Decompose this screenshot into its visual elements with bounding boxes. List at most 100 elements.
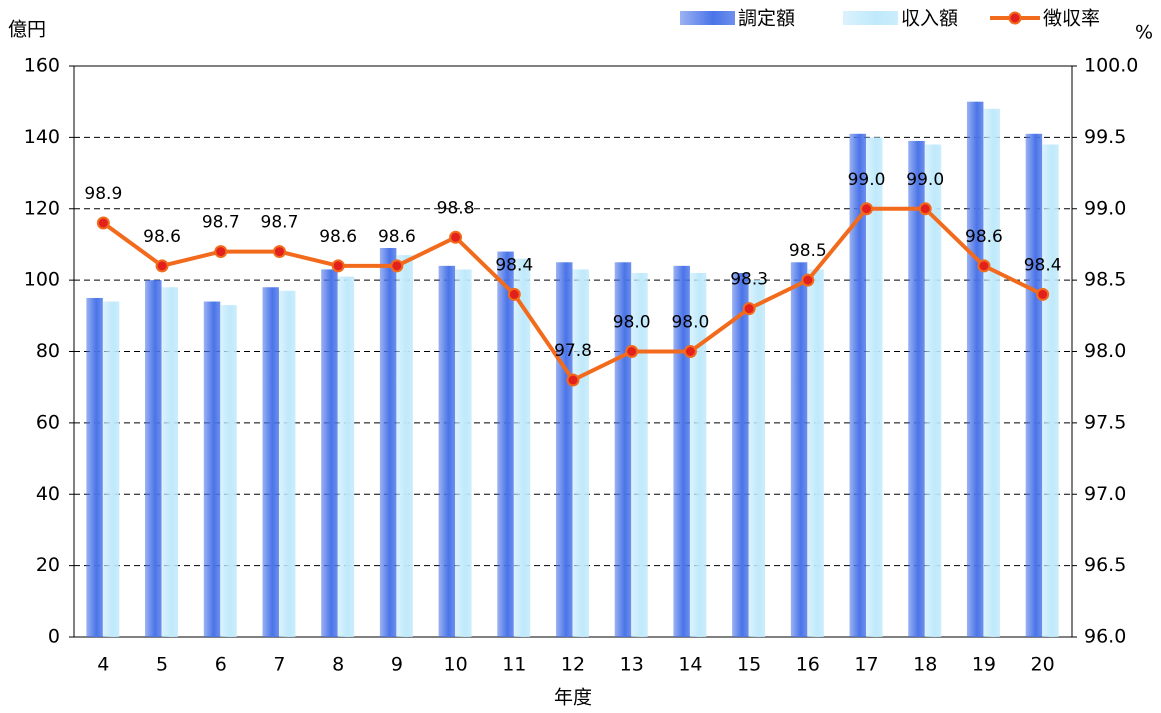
y-tick-label: 100 bbox=[24, 269, 60, 291]
data-label: 98.4 bbox=[1024, 255, 1062, 275]
y-tick-label: 120 bbox=[24, 197, 60, 219]
bar bbox=[321, 269, 338, 637]
bar bbox=[908, 140, 925, 637]
data-label: 98.7 bbox=[202, 213, 240, 233]
legend-label: 収入額 bbox=[901, 8, 958, 30]
y-tick-label: 140 bbox=[24, 126, 60, 148]
bar bbox=[513, 258, 531, 637]
bar bbox=[748, 280, 766, 637]
rate-marker bbox=[977, 259, 991, 273]
x-tick-label: 13 bbox=[620, 654, 644, 676]
rate-marker bbox=[214, 245, 228, 259]
rate-marker bbox=[449, 230, 463, 244]
y-tick-label: 60 bbox=[36, 411, 60, 433]
y2-tick-label: 97.5 bbox=[1084, 411, 1126, 433]
data-label: 98.5 bbox=[789, 241, 827, 261]
data-label: 98.9 bbox=[84, 184, 122, 204]
rate-marker bbox=[566, 373, 580, 387]
bar bbox=[145, 280, 162, 637]
bar bbox=[86, 297, 103, 637]
legend-swatch bbox=[843, 11, 898, 25]
data-label: 98.8 bbox=[437, 198, 475, 218]
rate-marker bbox=[507, 287, 521, 301]
data-label: 98.6 bbox=[319, 227, 357, 247]
data-label: 99.0 bbox=[906, 170, 944, 190]
bar bbox=[396, 255, 413, 638]
y2-tick-label: 99.5 bbox=[1084, 126, 1126, 148]
x-tick-label: 9 bbox=[391, 654, 403, 676]
bar bbox=[924, 144, 942, 637]
rate-marker bbox=[331, 259, 345, 273]
data-label: 98.4 bbox=[495, 255, 533, 275]
y2-tick-label: 98.5 bbox=[1084, 269, 1126, 291]
data-label: 98.7 bbox=[261, 213, 299, 233]
data-label: 99.0 bbox=[848, 170, 886, 190]
x-tick-label: 20 bbox=[1031, 654, 1055, 676]
y2-tick-label: 100.0 bbox=[1084, 55, 1138, 77]
y-tick-label: 80 bbox=[36, 340, 60, 362]
rate-marker bbox=[918, 202, 932, 216]
y-axis-label: 億円 bbox=[8, 19, 46, 41]
y2-tick-label: 96.5 bbox=[1084, 554, 1126, 576]
data-label: 98.0 bbox=[671, 313, 709, 333]
y2-tick-label: 97.0 bbox=[1084, 483, 1126, 505]
bar bbox=[807, 269, 824, 637]
x-tick-label: 16 bbox=[796, 654, 820, 676]
bar bbox=[220, 305, 237, 637]
bar bbox=[673, 265, 690, 637]
bar bbox=[102, 301, 120, 637]
bar bbox=[866, 137, 883, 637]
bar bbox=[689, 272, 707, 637]
bar bbox=[497, 251, 514, 637]
y-tick-label: 20 bbox=[36, 554, 60, 576]
rate-marker bbox=[272, 245, 286, 259]
y2-tick-label: 96.0 bbox=[1084, 626, 1126, 648]
y-tick-label: 160 bbox=[24, 55, 60, 77]
data-label: 98.0 bbox=[613, 313, 651, 333]
x-tick-label: 4 bbox=[97, 654, 109, 676]
bar bbox=[1025, 133, 1043, 637]
bar bbox=[732, 272, 749, 637]
x-tick-label: 8 bbox=[332, 654, 344, 676]
x-tick-label: 17 bbox=[854, 654, 878, 676]
bar bbox=[337, 276, 355, 637]
rate-marker bbox=[683, 345, 697, 358]
bar bbox=[849, 133, 867, 637]
rate-marker bbox=[155, 259, 169, 273]
x-tick-label: 10 bbox=[443, 654, 467, 676]
y2-tick-label: 99.0 bbox=[1084, 197, 1126, 219]
bar bbox=[556, 262, 573, 637]
bar bbox=[262, 287, 279, 637]
x-tick-label: 5 bbox=[156, 654, 168, 676]
data-label: 98.6 bbox=[143, 227, 181, 247]
x-tick-label: 12 bbox=[561, 654, 585, 676]
bar bbox=[379, 248, 397, 637]
legend-label: 徴収率 bbox=[1043, 8, 1100, 30]
rate-marker bbox=[390, 259, 404, 273]
bar bbox=[572, 269, 589, 637]
y-tick-label: 40 bbox=[36, 483, 60, 505]
x-tick-label: 6 bbox=[215, 654, 227, 676]
y2-tick-label: 98.0 bbox=[1084, 340, 1126, 362]
y-tick-label: 0 bbox=[48, 626, 60, 648]
x-tick-label: 19 bbox=[972, 654, 996, 676]
data-label: 97.8 bbox=[554, 341, 592, 361]
legend-swatch bbox=[680, 11, 735, 25]
bar bbox=[455, 269, 472, 637]
bar bbox=[161, 287, 179, 637]
rate-marker bbox=[1036, 287, 1050, 301]
bar bbox=[278, 290, 296, 637]
rate-marker bbox=[801, 273, 815, 287]
data-label: 98.6 bbox=[965, 227, 1003, 247]
rate-marker bbox=[625, 345, 639, 358]
bar bbox=[438, 265, 456, 637]
data-label: 98.6 bbox=[378, 227, 416, 247]
x-axis-label: 年度 bbox=[554, 687, 592, 709]
y2-axis-label: % bbox=[1135, 22, 1153, 44]
x-tick-label: 15 bbox=[737, 654, 761, 676]
bar bbox=[790, 262, 808, 637]
bar bbox=[966, 101, 984, 637]
bar bbox=[203, 301, 221, 637]
x-tick-label: 7 bbox=[273, 654, 285, 676]
